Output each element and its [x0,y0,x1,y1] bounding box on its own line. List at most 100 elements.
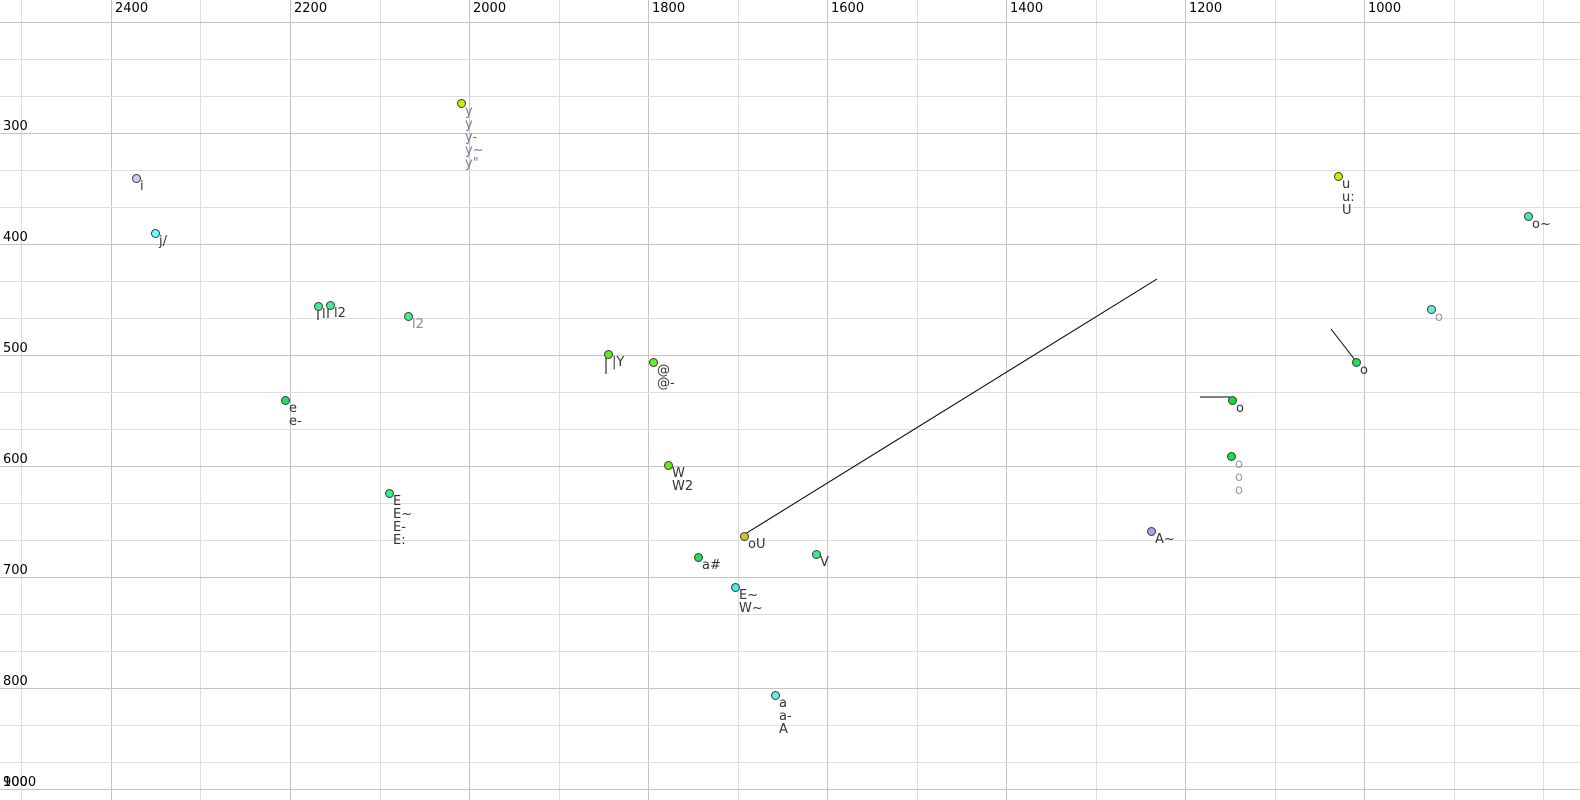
gridline-vertical [290,0,291,800]
gridline-vertical [738,0,739,800]
data-point-marker[interactable] [1524,212,1533,221]
data-point-label: o~ [1532,217,1551,232]
y-tick-label: 700 [3,563,28,578]
gridline-vertical [111,0,112,800]
data-point-marker[interactable] [604,350,613,359]
data-point-marker[interactable] [812,550,821,559]
gridline-horizontal [0,429,1580,430]
y-tick-label: 300 [3,119,28,134]
gridline-vertical [1185,0,1186,800]
data-point-label: i [140,179,144,194]
data-point-label: y- [465,130,478,145]
data-point-marker[interactable] [649,358,658,367]
data-point-marker[interactable] [1228,396,1237,405]
data-point-label-stack: l2 [334,307,346,320]
data-point-label: E~ [739,588,759,603]
data-point-label-stack: j/ [159,235,167,248]
gridline-vertical [21,0,22,800]
gridline-vertical [380,0,381,800]
data-point-label-stack: o [1236,402,1244,415]
gridline-horizontal [0,577,1580,578]
data-point-label-stack: E E~ E- E: [393,495,412,547]
gridline-horizontal [0,762,1580,763]
data-point-label: @- [657,376,675,391]
data-point-label: A~ [1155,532,1175,547]
data-point-label-stack: a# [702,559,721,572]
data-point-label-stack: o [1360,364,1368,377]
gridline-horizontal [0,466,1580,467]
data-point-label: o [1235,470,1243,485]
data-point-marker[interactable] [731,583,740,592]
x-tick-label: 1800 [652,1,686,16]
data-point-label: oU [748,537,766,552]
data-point-marker[interactable] [457,99,466,108]
gridline-vertical [917,0,918,800]
x-tick-label: 1000 [1368,1,1402,16]
gridline-horizontal [0,789,1580,790]
data-point-label: y [465,104,473,119]
data-point-marker[interactable] [385,489,394,498]
data-point-label: a- [779,709,792,724]
y-tick-label: 1000 [3,775,37,790]
data-point-marker[interactable] [1334,172,1343,181]
x-tick-label: 1200 [1189,1,1223,16]
gridline-horizontal [0,725,1580,726]
data-point-marker[interactable] [664,461,673,470]
data-point-marker[interactable] [694,553,703,562]
gridline-vertical [1096,0,1097,800]
data-point-marker[interactable] [132,174,141,183]
data-point-label: u [1342,177,1351,192]
x-tick-label: 1400 [1010,1,1044,16]
gridline-horizontal [0,614,1580,615]
y-tick-label: 600 [3,452,28,467]
y-tick-label: 900 [3,775,28,790]
data-point-marker[interactable] [1352,358,1361,367]
x-tick-label: 2000 [473,1,507,16]
data-point-label: a [779,696,787,711]
data-point-label: e [289,401,297,416]
y-tick-label: 400 [3,230,28,245]
data-point-label: W2 [672,479,694,494]
data-point-label: E~ [393,507,413,522]
data-point-label: A [779,722,788,737]
gridline-vertical [1006,0,1007,800]
data-point-marker[interactable] [314,302,323,311]
y-tick-label: 500 [3,341,28,356]
gridline-vertical [1454,0,1455,800]
gridline-horizontal [0,133,1580,134]
gridline-vertical [827,0,828,800]
data-point-label-stack: V [820,556,829,569]
data-point-label-stack: o [1435,311,1443,324]
data-point-marker[interactable] [740,532,749,541]
data-point-label-stack: l2 [412,318,424,331]
data-point-label-stack: A~ [1155,533,1175,546]
data-point-label: E: [393,533,406,548]
data-point-marker[interactable] [151,229,160,238]
data-point-label: l [322,307,326,322]
data-point-marker[interactable] [1227,452,1236,461]
data-point-label: |Y [612,355,625,370]
data-point-label: o [1360,363,1368,378]
data-point-label-stack: l [322,308,326,321]
data-point-marker[interactable] [1427,305,1436,314]
data-point-marker[interactable] [326,301,335,310]
data-point-marker[interactable] [281,396,290,405]
data-point-label: @ [657,363,670,378]
data-point-label-stack: W W2 [672,467,693,493]
data-point-label: y" [465,156,479,171]
data-point-label: l2 [412,317,424,332]
gridline-horizontal [0,540,1580,541]
gridline-horizontal [0,59,1580,60]
data-point-label: E- [393,520,406,535]
data-point-marker[interactable] [1147,527,1156,536]
gridline-horizontal [0,207,1580,208]
gridline-horizontal [0,392,1580,393]
data-point-marker[interactable] [771,691,780,700]
data-point-marker[interactable] [404,312,413,321]
gridline-horizontal [0,318,1580,319]
gridline-horizontal [0,503,1580,504]
data-point-label-stack: e e- [289,402,302,428]
